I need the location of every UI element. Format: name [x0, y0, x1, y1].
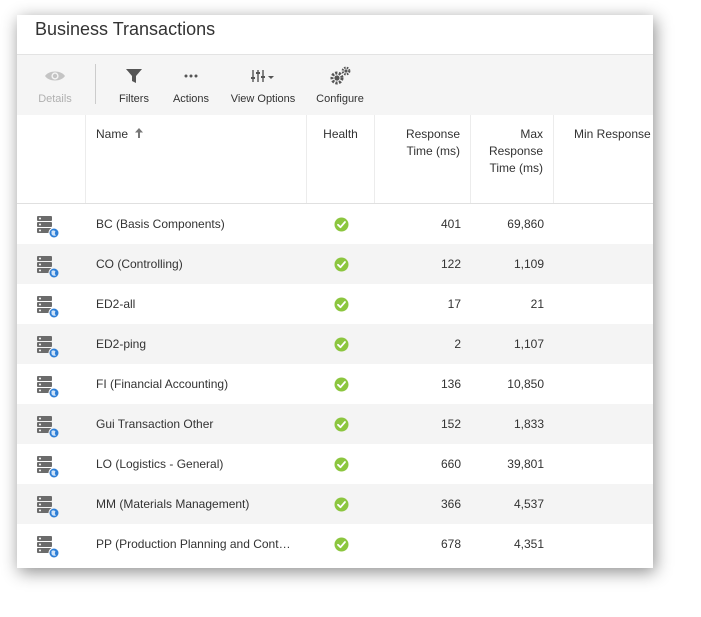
max-response-time-column-header[interactable]: Max Response Time (ms) — [471, 115, 554, 203]
health-ok-icon — [307, 364, 375, 404]
page-title: Business Transactions — [35, 19, 216, 39]
transaction-name[interactable]: Gui Transaction Other — [96, 417, 214, 431]
min-response-time-column-header[interactable]: Min Response — [554, 115, 653, 203]
response-time-value: 660 — [440, 457, 461, 471]
view-options-button[interactable]: View Options — [229, 55, 297, 115]
max-response-time-value: 1,109 — [513, 257, 544, 271]
max-response-time-value: 21 — [530, 297, 544, 311]
filters-button[interactable]: Filters — [114, 55, 154, 115]
view-options-label: View Options — [230, 93, 296, 105]
table-row[interactable]: PP (Production Planning and Cont… 678 4,… — [17, 524, 653, 564]
toolbar: Details Filters Actions — [17, 55, 653, 116]
health-ok-icon — [307, 324, 375, 364]
configure-label: Configure — [316, 93, 364, 105]
transaction-name[interactable]: PP (Production Planning and Cont… — [96, 537, 291, 551]
response-time-value: 122 — [440, 257, 461, 271]
eye-icon — [45, 71, 65, 81]
server-globe-icon — [35, 535, 63, 559]
filters-label: Filters — [119, 93, 149, 105]
actions-label: Actions — [172, 93, 210, 105]
table-row[interactable]: ED2-ping 2 1,107 — [17, 324, 653, 364]
transaction-name[interactable]: FI (Financial Accounting) — [96, 377, 229, 391]
max-response-time-column-label: Max Response Time (ms) — [488, 127, 543, 175]
response-time-value: 2 — [454, 337, 461, 351]
name-column-header[interactable]: Name — [86, 115, 307, 203]
min-response-time-column-label: Min Response — [574, 127, 651, 141]
business-transactions-panel: Business Transactions Details Filters — [17, 15, 653, 568]
response-time-column-header[interactable]: Response Time (ms) — [375, 115, 471, 203]
transaction-name[interactable]: LO (Logistics - General) — [96, 457, 224, 471]
response-time-value: 366 — [440, 497, 461, 511]
health-column-label: Health — [323, 127, 358, 141]
transaction-name[interactable]: BC (Basis Components) — [96, 217, 225, 231]
health-ok-icon — [307, 524, 375, 564]
health-ok-icon — [307, 484, 375, 524]
actions-button[interactable]: Actions — [169, 55, 213, 115]
details-label: Details — [38, 93, 72, 105]
funnel-icon — [126, 69, 142, 83]
max-response-time-value: 1,833 — [513, 417, 544, 431]
health-ok-icon — [307, 204, 375, 244]
table-body: BC (Basis Components) 401 69,860 CO (Con… — [17, 204, 653, 564]
transaction-name[interactable]: CO (Controlling) — [96, 257, 183, 271]
table-header: Name Health Response Time (ms) Max Respo… — [17, 115, 653, 204]
sliders-icon — [251, 70, 274, 82]
server-globe-icon — [35, 415, 63, 439]
table-row[interactable]: Gui Transaction Other 152 1,833 — [17, 404, 653, 444]
table-row[interactable]: ED2-all 17 21 — [17, 284, 653, 324]
health-ok-icon — [307, 444, 375, 484]
response-time-value: 17 — [447, 297, 461, 311]
server-globe-icon — [35, 495, 63, 519]
server-globe-icon — [35, 375, 63, 399]
name-column-label: Name — [96, 127, 129, 141]
table-row[interactable]: MM (Materials Management) 366 4,537 — [17, 484, 653, 524]
response-time-value: 136 — [440, 377, 461, 391]
table-row[interactable]: CO (Controlling) 122 1,109 — [17, 244, 653, 284]
transaction-name[interactable]: ED2-all — [96, 297, 136, 311]
toolbar-divider — [95, 64, 96, 104]
health-column-header[interactable]: Health — [307, 115, 375, 203]
ellipsis-icon — [184, 74, 198, 78]
max-response-time-value: 10,850 — [507, 377, 544, 391]
table-row[interactable]: BC (Basis Components) 401 69,860 — [17, 204, 653, 244]
response-time-value: 678 — [440, 537, 461, 551]
max-response-time-value: 39,801 — [507, 457, 544, 471]
response-time-value: 152 — [440, 417, 461, 431]
response-time-value: 401 — [440, 217, 461, 231]
health-ok-icon — [307, 244, 375, 284]
details-button[interactable]: Details — [29, 55, 81, 115]
max-response-time-value: 69,860 — [507, 217, 544, 231]
server-globe-icon — [35, 455, 63, 479]
server-globe-icon — [35, 295, 63, 319]
sort-ascending-icon — [135, 128, 144, 138]
title-bar: Business Transactions — [17, 15, 653, 55]
table-row[interactable]: FI (Financial Accounting) 136 10,850 — [17, 364, 653, 404]
server-globe-icon — [35, 335, 63, 359]
table-row[interactable]: LO (Logistics - General) 660 39,801 — [17, 444, 653, 484]
server-globe-icon — [35, 215, 63, 239]
transaction-name[interactable]: ED2-ping — [96, 337, 147, 351]
max-response-time-value: 4,351 — [513, 537, 544, 551]
health-ok-icon — [307, 284, 375, 324]
gears-icon — [330, 66, 351, 85]
max-response-time-value: 1,107 — [513, 337, 544, 351]
icon-column-header — [17, 115, 86, 203]
health-ok-icon — [307, 404, 375, 444]
server-globe-icon — [35, 255, 63, 279]
max-response-time-value: 4,537 — [513, 497, 544, 511]
configure-button[interactable]: Configure — [314, 55, 366, 115]
response-time-column-label: Response Time (ms) — [405, 127, 460, 158]
transaction-name[interactable]: MM (Materials Management) — [96, 497, 250, 511]
